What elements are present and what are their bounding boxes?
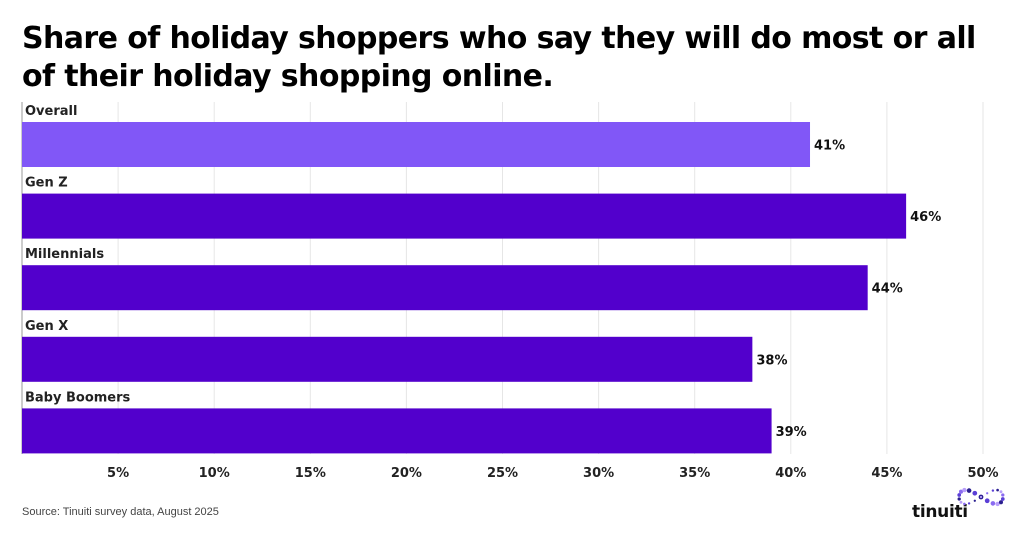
data-label: 39% (776, 425, 807, 440)
x-axis-ticks: 5% 10% 15% 20% 25% 30% 35% 40% 45% 50% (107, 466, 999, 481)
x-tick-label: 35% (679, 466, 710, 481)
logo-dot (979, 495, 983, 499)
brand-name: tinuiti (912, 502, 968, 522)
x-tick-label: 30% (583, 466, 614, 481)
logo-dot (959, 500, 963, 504)
logo-dot (996, 488, 999, 492)
bar (22, 408, 772, 454)
logo-dot (963, 502, 966, 506)
x-tick-label: 5% (107, 466, 129, 481)
logo-dot (995, 501, 1000, 507)
bar (22, 122, 811, 167)
logo-dot (1001, 493, 1005, 497)
x-tick-label: 10% (199, 466, 230, 481)
chart-title: Share of holiday shoppers who say they w… (22, 21, 976, 94)
logo-dot (998, 500, 1004, 505)
logo-dot (991, 489, 995, 492)
logo-dot (962, 487, 967, 493)
data-label: 46% (910, 210, 941, 225)
x-tick-label: 45% (871, 466, 902, 481)
category-label: Gen X (25, 319, 68, 334)
category-label: Overall (25, 104, 77, 119)
x-tick-label: 40% (775, 466, 806, 481)
logo-dot (966, 488, 972, 493)
source-note: Source: Tinuiti survey data, August 2025 (22, 506, 219, 518)
logo-dot (973, 499, 976, 502)
data-label: 44% (872, 282, 903, 297)
data-label: 38% (756, 353, 787, 368)
dotted-loop-logo-icon (957, 487, 1005, 507)
x-tick-label: 15% (295, 466, 326, 481)
logo-dot (957, 497, 961, 501)
category-label: Gen Z (25, 176, 68, 191)
logo-dot (972, 490, 978, 496)
bars (22, 122, 907, 454)
brand-logo: tinuiti (912, 486, 1008, 522)
logo-dot (986, 492, 989, 495)
x-tick-label: 25% (487, 466, 518, 481)
category-label: Baby Boomers (25, 390, 131, 405)
logo-dot (984, 498, 990, 504)
bar (22, 265, 868, 311)
x-tick-label: 20% (391, 466, 422, 481)
logo-dot (958, 489, 964, 494)
x-tick-label: 50% (967, 466, 998, 481)
data-label: 41% (814, 139, 845, 154)
bar (22, 336, 753, 382)
logo-dot (967, 502, 971, 505)
logo-dot (957, 493, 962, 497)
logo-dot (999, 490, 1003, 494)
category-label: Millennials (25, 247, 104, 262)
logo-dot (990, 501, 996, 506)
bar (22, 193, 907, 239)
labels: Overall 41% Gen Z 46% Millennials 44% Gen X 38%… (25, 104, 941, 440)
logo-dot (1000, 497, 1005, 501)
